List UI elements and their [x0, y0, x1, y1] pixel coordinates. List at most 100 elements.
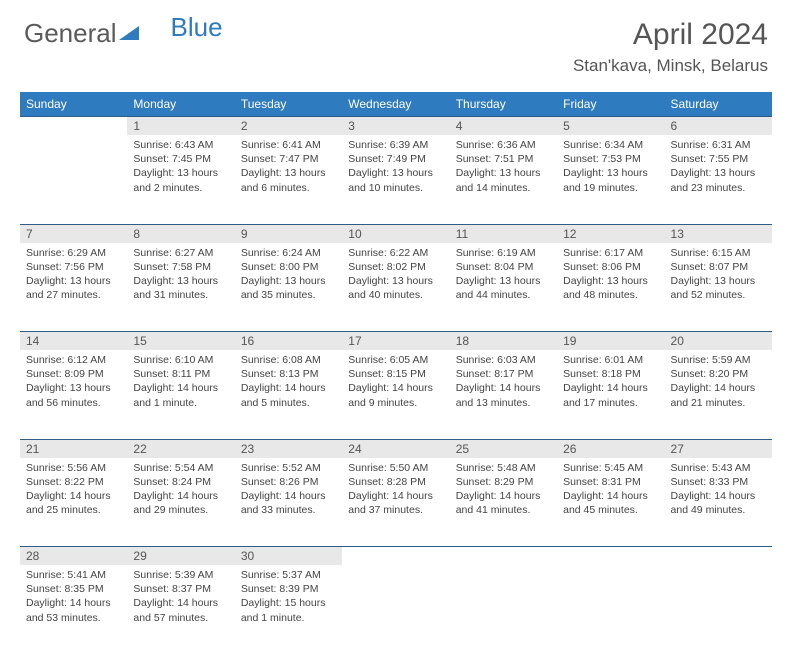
day-number: 16: [235, 332, 342, 351]
day-number: 9: [235, 224, 342, 243]
day-number: [665, 547, 772, 566]
sunset-text: Sunset: 8:35 PM: [26, 582, 121, 596]
day-number: 1: [127, 117, 234, 136]
day-number: 17: [342, 332, 449, 351]
daylight-text2: and 37 minutes.: [348, 503, 443, 517]
sunrise-text: Sunrise: 6:17 AM: [563, 246, 658, 260]
weekday-header: Sunday: [20, 92, 127, 117]
sunrise-text: Sunrise: 5:50 AM: [348, 461, 443, 475]
daylight-text2: and 1 minute.: [133, 396, 228, 410]
day-content-row: Sunrise: 6:12 AMSunset: 8:09 PMDaylight:…: [20, 350, 772, 439]
sunset-text: Sunset: 7:51 PM: [456, 152, 551, 166]
sunset-text: Sunset: 8:18 PM: [563, 367, 658, 381]
daylight-text: Daylight: 14 hours: [563, 381, 658, 395]
day-cell: Sunrise: 6:01 AMSunset: 8:18 PMDaylight:…: [557, 350, 664, 439]
sunset-text: Sunset: 8:29 PM: [456, 475, 551, 489]
logo-part2: Blue: [171, 12, 223, 43]
day-cell: Sunrise: 6:41 AMSunset: 7:47 PMDaylight:…: [235, 135, 342, 224]
sunrise-text: Sunrise: 6:36 AM: [456, 138, 551, 152]
day-cell: Sunrise: 6:27 AMSunset: 7:58 PMDaylight:…: [127, 243, 234, 332]
sunset-text: Sunset: 7:49 PM: [348, 152, 443, 166]
sunrise-text: Sunrise: 6:05 AM: [348, 353, 443, 367]
daylight-text: Daylight: 15 hours: [241, 596, 336, 610]
day-number: 8: [127, 224, 234, 243]
daylight-text2: and 40 minutes.: [348, 288, 443, 302]
daylight-text: Daylight: 14 hours: [133, 596, 228, 610]
day-cell: [665, 565, 772, 654]
daylight-text: Daylight: 13 hours: [456, 166, 551, 180]
sunrise-text: Sunrise: 5:56 AM: [26, 461, 121, 475]
day-number: 12: [557, 224, 664, 243]
day-cell: Sunrise: 6:17 AMSunset: 8:06 PMDaylight:…: [557, 243, 664, 332]
day-cell: [450, 565, 557, 654]
day-number: 6: [665, 117, 772, 136]
day-number: 5: [557, 117, 664, 136]
sunset-text: Sunset: 8:11 PM: [133, 367, 228, 381]
calendar-table: SundayMondayTuesdayWednesdayThursdayFrid…: [20, 92, 772, 654]
sunrise-text: Sunrise: 6:27 AM: [133, 246, 228, 260]
day-number: 19: [557, 332, 664, 351]
day-number: 21: [20, 439, 127, 458]
day-cell: Sunrise: 6:08 AMSunset: 8:13 PMDaylight:…: [235, 350, 342, 439]
day-cell: Sunrise: 6:39 AMSunset: 7:49 PMDaylight:…: [342, 135, 449, 224]
sunset-text: Sunset: 8:39 PM: [241, 582, 336, 596]
day-number: 7: [20, 224, 127, 243]
daylight-text2: and 31 minutes.: [133, 288, 228, 302]
sunrise-text: Sunrise: 6:43 AM: [133, 138, 228, 152]
daylight-text: Daylight: 14 hours: [456, 381, 551, 395]
day-cell: Sunrise: 6:03 AMSunset: 8:17 PMDaylight:…: [450, 350, 557, 439]
sunrise-text: Sunrise: 6:01 AM: [563, 353, 658, 367]
daylight-text2: and 5 minutes.: [241, 396, 336, 410]
day-number: 4: [450, 117, 557, 136]
daylight-text: Daylight: 14 hours: [26, 489, 121, 503]
daylight-text2: and 21 minutes.: [671, 396, 766, 410]
day-content-row: Sunrise: 5:41 AMSunset: 8:35 PMDaylight:…: [20, 565, 772, 654]
sunrise-text: Sunrise: 6:24 AM: [241, 246, 336, 260]
sunrise-text: Sunrise: 6:29 AM: [26, 246, 121, 260]
sunset-text: Sunset: 7:53 PM: [563, 152, 658, 166]
day-cell: [557, 565, 664, 654]
daylight-text2: and 57 minutes.: [133, 611, 228, 625]
daylight-text2: and 13 minutes.: [456, 396, 551, 410]
daylight-text2: and 52 minutes.: [671, 288, 766, 302]
sunset-text: Sunset: 8:31 PM: [563, 475, 658, 489]
daylight-text: Daylight: 13 hours: [26, 274, 121, 288]
sunset-text: Sunset: 8:17 PM: [456, 367, 551, 381]
daylight-text: Daylight: 14 hours: [241, 489, 336, 503]
daylight-text: Daylight: 13 hours: [348, 274, 443, 288]
sunset-text: Sunset: 8:22 PM: [26, 475, 121, 489]
daylight-text: Daylight: 14 hours: [133, 489, 228, 503]
day-cell: [20, 135, 127, 224]
sunrise-text: Sunrise: 6:19 AM: [456, 246, 551, 260]
sunset-text: Sunset: 8:37 PM: [133, 582, 228, 596]
sunset-text: Sunset: 8:07 PM: [671, 260, 766, 274]
daylight-text2: and 44 minutes.: [456, 288, 551, 302]
sunrise-text: Sunrise: 5:54 AM: [133, 461, 228, 475]
day-number-row: 14151617181920: [20, 332, 772, 351]
day-number: 13: [665, 224, 772, 243]
sunrise-text: Sunrise: 6:39 AM: [348, 138, 443, 152]
sunrise-text: Sunrise: 6:41 AM: [241, 138, 336, 152]
daylight-text: Daylight: 13 hours: [133, 274, 228, 288]
sunrise-text: Sunrise: 6:15 AM: [671, 246, 766, 260]
day-cell: Sunrise: 5:45 AMSunset: 8:31 PMDaylight:…: [557, 458, 664, 547]
weekday-header: Monday: [127, 92, 234, 117]
day-number: 20: [665, 332, 772, 351]
sunset-text: Sunset: 8:00 PM: [241, 260, 336, 274]
sunset-text: Sunset: 8:20 PM: [671, 367, 766, 381]
day-number: 10: [342, 224, 449, 243]
sunrise-text: Sunrise: 6:10 AM: [133, 353, 228, 367]
daylight-text: Daylight: 13 hours: [241, 166, 336, 180]
daylight-text2: and 10 minutes.: [348, 181, 443, 195]
daylight-text2: and 23 minutes.: [671, 181, 766, 195]
day-content-row: Sunrise: 5:56 AMSunset: 8:22 PMDaylight:…: [20, 458, 772, 547]
sunset-text: Sunset: 8:33 PM: [671, 475, 766, 489]
day-number: 14: [20, 332, 127, 351]
day-number: 26: [557, 439, 664, 458]
day-number: 23: [235, 439, 342, 458]
day-cell: Sunrise: 5:48 AMSunset: 8:29 PMDaylight:…: [450, 458, 557, 547]
day-number: [342, 547, 449, 566]
day-cell: Sunrise: 6:34 AMSunset: 7:53 PMDaylight:…: [557, 135, 664, 224]
daylight-text2: and 27 minutes.: [26, 288, 121, 302]
day-cell: Sunrise: 6:05 AMSunset: 8:15 PMDaylight:…: [342, 350, 449, 439]
